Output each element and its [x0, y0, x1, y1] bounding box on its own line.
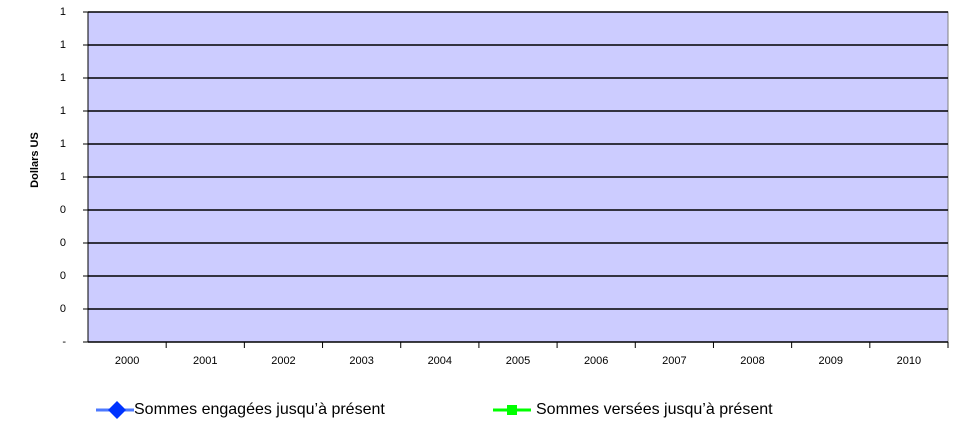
x-tick-label: 2003 [349, 355, 373, 367]
y-tick-label: 1 [60, 105, 66, 117]
x-tick-label: 2002 [271, 355, 295, 367]
y-tick-label: 1 [60, 6, 66, 18]
legend-label: Sommes engagées jusqu’à présent [134, 401, 385, 418]
x-tick-label: 2000 [115, 355, 139, 367]
y-tick-label: 0 [60, 204, 66, 216]
legend-marker [108, 401, 126, 419]
legend-marker [507, 405, 517, 415]
y-tick-label: - [62, 336, 66, 348]
y-tick-label: 0 [60, 237, 66, 249]
y-tick-label: 1 [60, 138, 66, 150]
y-tick-label: 0 [60, 303, 66, 315]
x-tick-label: 2007 [662, 355, 686, 367]
x-tick-label: 2009 [818, 355, 842, 367]
x-tick-label: 2006 [584, 355, 608, 367]
y-tick-label: 1 [60, 39, 66, 51]
x-tick-label: 2004 [428, 355, 452, 367]
x-tick-label: 2008 [740, 355, 764, 367]
x-tick-label: 2001 [193, 355, 217, 367]
y-tick-label: 0 [60, 270, 66, 282]
x-tick-label: 2005 [506, 355, 530, 367]
y-tick-label: 1 [60, 72, 66, 84]
x-tick-label: 2010 [897, 355, 921, 367]
y-axis-label: Dollars US [29, 132, 41, 188]
y-tick-label: 1 [60, 171, 66, 183]
legend-label: Sommes versées jusqu’à présent [536, 401, 773, 418]
